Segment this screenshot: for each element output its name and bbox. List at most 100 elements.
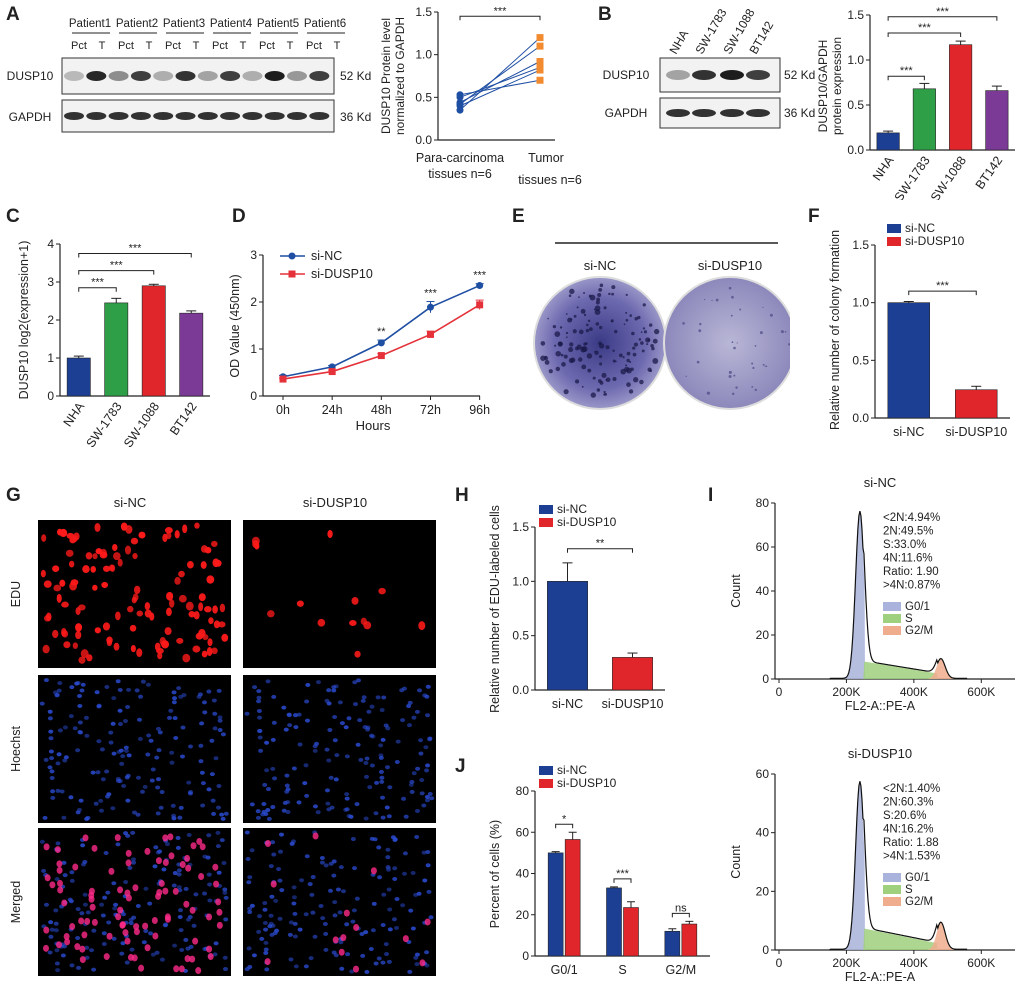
colony-dot bbox=[583, 291, 586, 294]
hoechst-nucleus bbox=[169, 750, 175, 755]
merged-blue bbox=[164, 842, 170, 847]
merged-pink bbox=[184, 854, 191, 862]
merged-blue bbox=[249, 903, 255, 908]
merged-blue bbox=[328, 888, 334, 893]
hoechst-nucleus bbox=[187, 791, 193, 796]
colony-dot bbox=[598, 341, 602, 346]
merged-pink bbox=[127, 953, 134, 961]
hoechst-nucleus bbox=[418, 751, 424, 756]
edu-nucleus bbox=[125, 525, 133, 534]
hoechst-nucleus bbox=[378, 743, 384, 748]
merged-pink bbox=[56, 860, 63, 868]
flow-si-dusp10-s-area bbox=[863, 928, 938, 950]
colony-dot bbox=[622, 356, 625, 359]
colony-dot bbox=[625, 318, 629, 322]
hoechst-nucleus bbox=[364, 774, 370, 779]
edu-nucleus bbox=[349, 619, 357, 626]
edu-nucleus bbox=[327, 529, 333, 539]
edu-nucleus bbox=[217, 621, 226, 628]
merged-blue bbox=[303, 964, 309, 969]
colony-dot bbox=[569, 342, 574, 347]
edu-nucleus bbox=[198, 629, 206, 638]
colony-dot bbox=[626, 358, 630, 363]
merged-blue bbox=[384, 952, 390, 957]
merged-pink bbox=[189, 955, 196, 963]
edu-nucleus bbox=[42, 644, 50, 654]
chart-b-bar bbox=[949, 44, 973, 151]
merged-blue bbox=[39, 839, 45, 844]
chart-c-xcat: NHA bbox=[61, 399, 88, 429]
hoechst-nucleus bbox=[93, 801, 99, 806]
colony-dot bbox=[628, 389, 634, 394]
chart-c-sig2-star: *** bbox=[110, 260, 124, 272]
edu-nucleus bbox=[61, 601, 69, 608]
hoechst-nucleus bbox=[385, 726, 391, 731]
chart-h-ytick-label: 1.5 bbox=[512, 520, 529, 534]
chart-j-sig-bracket bbox=[671, 912, 690, 918]
merged-pink bbox=[49, 881, 56, 889]
edu-nucleus bbox=[317, 618, 326, 627]
hoechst-nucleus bbox=[385, 765, 391, 770]
colony-dot bbox=[587, 368, 592, 373]
panel-label-d: D bbox=[232, 206, 246, 227]
hoechst-nucleus bbox=[123, 745, 129, 750]
chart-h-bar bbox=[547, 581, 588, 691]
tumor-point bbox=[536, 57, 544, 65]
edu-nucleus bbox=[206, 647, 213, 657]
merged-blue bbox=[246, 880, 252, 885]
colony-dot bbox=[762, 306, 764, 308]
hoechst-nucleus bbox=[50, 795, 56, 800]
hoechst-nucleus bbox=[401, 686, 407, 691]
merged-blue bbox=[223, 917, 229, 922]
chart-f-bar bbox=[887, 302, 930, 419]
chart-f-ytick-label: 0.0 bbox=[852, 411, 869, 425]
hoechst-nucleus bbox=[131, 810, 137, 815]
merged-blue bbox=[277, 878, 283, 883]
merged-blue bbox=[350, 837, 356, 842]
merged-blue bbox=[150, 952, 156, 957]
blot-dusp10-membrane bbox=[61, 57, 335, 95]
merged-pink bbox=[44, 874, 51, 882]
edu-nucleus bbox=[78, 656, 86, 664]
colony-dot bbox=[625, 293, 628, 296]
merged-blue bbox=[61, 860, 67, 865]
colony-dot bbox=[699, 322, 702, 326]
hoechst-nucleus bbox=[159, 790, 165, 795]
colony-dot bbox=[736, 342, 738, 344]
hoechst-nucleus bbox=[220, 816, 226, 821]
merged-blue bbox=[177, 914, 183, 919]
hoechst-nucleus bbox=[324, 747, 330, 752]
merged-blue bbox=[127, 865, 133, 870]
merged-pink bbox=[57, 886, 64, 894]
edu-nucleus bbox=[124, 545, 132, 555]
hoechst-nucleus bbox=[139, 789, 145, 794]
merged-blue bbox=[380, 923, 386, 928]
panel-label-b: B bbox=[598, 4, 612, 25]
hoechst-nucleus bbox=[365, 727, 371, 732]
flow-si-nc-legend-swatch bbox=[883, 614, 901, 623]
panel-label-f: F bbox=[808, 206, 820, 227]
edu-nucleus bbox=[113, 552, 121, 561]
chart-a-ytick-label: 0.5 bbox=[415, 90, 432, 104]
chart-c-xcat: SW-1783 bbox=[83, 400, 124, 450]
chart-h-legend-swatch bbox=[539, 518, 553, 527]
colony-dot bbox=[605, 379, 608, 381]
colony-dot bbox=[696, 360, 700, 364]
merged-pink bbox=[198, 872, 205, 880]
hoechst-nucleus bbox=[256, 699, 262, 704]
chart-d-legend-marker bbox=[288, 270, 296, 278]
chart-j-ytick-label: 20 bbox=[516, 908, 530, 922]
edu-nucleus bbox=[66, 532, 75, 539]
flow-si-dusp10-xtick-label: 0 bbox=[776, 956, 783, 970]
blot-b-dusp10-band bbox=[720, 70, 744, 80]
merged-blue bbox=[352, 866, 358, 871]
edu-nucleus bbox=[378, 587, 386, 595]
hoechst-nucleus bbox=[77, 720, 83, 725]
hoechst-nucleus bbox=[56, 752, 62, 757]
edu-nucleus bbox=[127, 605, 134, 613]
colony-dot bbox=[573, 314, 577, 318]
flow-si-dusp10-ylabel: Count bbox=[729, 845, 743, 879]
flow-si-dusp10-legend-label: G0/1 bbox=[905, 872, 930, 884]
merged-blue bbox=[385, 865, 391, 870]
